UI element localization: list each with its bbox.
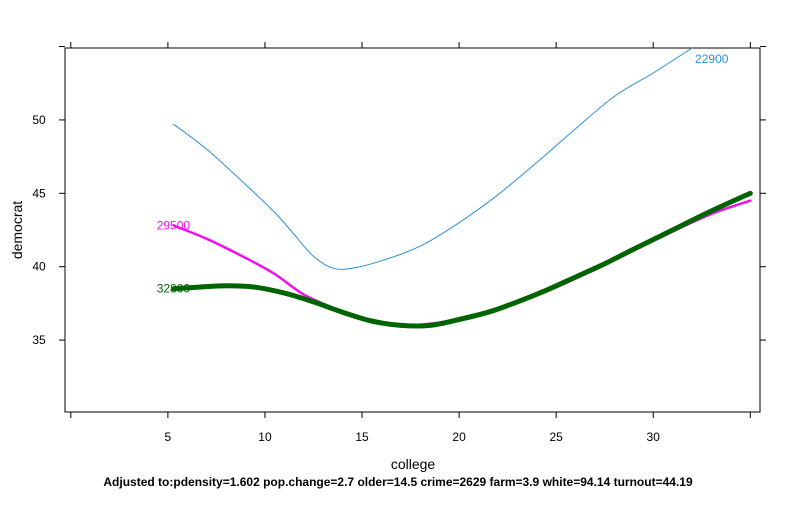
x-tick-label: 15 <box>355 430 369 444</box>
y-tick-label: 40 <box>32 260 46 274</box>
y-tick-label: 35 <box>32 333 46 347</box>
series-label-29500: 29500 <box>157 219 191 233</box>
x-tick-label: 30 <box>647 430 661 444</box>
x-tick-label: 25 <box>549 430 563 444</box>
x-tick-label: 20 <box>452 430 466 444</box>
plot-frame <box>64 47 761 413</box>
y-tick-label: 45 <box>32 186 46 200</box>
x-tick-label: 5 <box>165 430 172 444</box>
x-axis-label: college <box>391 456 436 472</box>
series-line-22900 <box>173 47 693 270</box>
x-axis-ticks: 5 10 15 20 25 30 <box>70 42 751 444</box>
series-line-32800 <box>171 190 753 329</box>
series-line-29500 <box>172 199 752 327</box>
y-tick-label: 50 <box>32 113 46 127</box>
caption: Adjusted to:pdensity=1.602 pop.change=2.… <box>103 475 693 489</box>
series-label-32800: 32800 <box>157 282 191 296</box>
x-tick-label: 10 <box>258 430 272 444</box>
y-axis-label: democrat <box>9 201 25 259</box>
series-label-22900: 22900 <box>695 52 729 66</box>
series-labels: 22900 29500 32800 <box>157 52 729 296</box>
series-lines <box>171 47 753 329</box>
y-axis-ticks: 35 40 45 50 <box>32 46 766 347</box>
